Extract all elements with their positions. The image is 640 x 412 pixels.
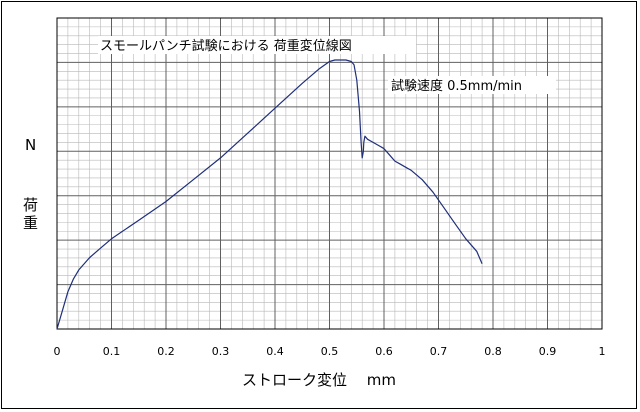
x-tick-label: 0.7 bbox=[430, 345, 448, 358]
x-tick-label: 0.3 bbox=[212, 345, 230, 358]
x-tick-label: 0.5 bbox=[321, 345, 339, 358]
x-tick-label: 0 bbox=[54, 345, 61, 358]
x-tick-label: 1 bbox=[599, 345, 606, 358]
chart-title: スモールパンチ試験における 荷重変位線図 bbox=[100, 38, 352, 54]
x-tick-label: 0.6 bbox=[375, 345, 393, 358]
x-tick-label: 0.2 bbox=[157, 345, 175, 358]
x-tick-label: 0.1 bbox=[103, 345, 121, 358]
y-axis-title: 荷 重 N bbox=[23, 136, 38, 232]
x-tick-label: 0.4 bbox=[266, 345, 284, 358]
annotation-background bbox=[388, 76, 556, 94]
x-axis-title: ストローク変位 mm bbox=[242, 371, 396, 389]
y-axis-title-char-2: 重 bbox=[23, 214, 38, 232]
x-tick-label: 0.9 bbox=[539, 345, 557, 358]
x-tick-labels: 0 0.1 0.2 0.3 0.4 0.5 0.6 0.7 0.8 0.9 1 bbox=[54, 345, 606, 358]
test-speed-annotation: 試験速度 0.5mm/min bbox=[391, 78, 522, 94]
y-axis-unit: N bbox=[25, 136, 36, 154]
title-background bbox=[98, 36, 416, 54]
y-axis-title-char-1: 荷 bbox=[23, 196, 38, 214]
plot-area bbox=[56, 17, 603, 330]
series-line bbox=[56, 59, 483, 330]
major-grid bbox=[57, 18, 602, 329]
x-tick-label: 0.8 bbox=[484, 345, 502, 358]
